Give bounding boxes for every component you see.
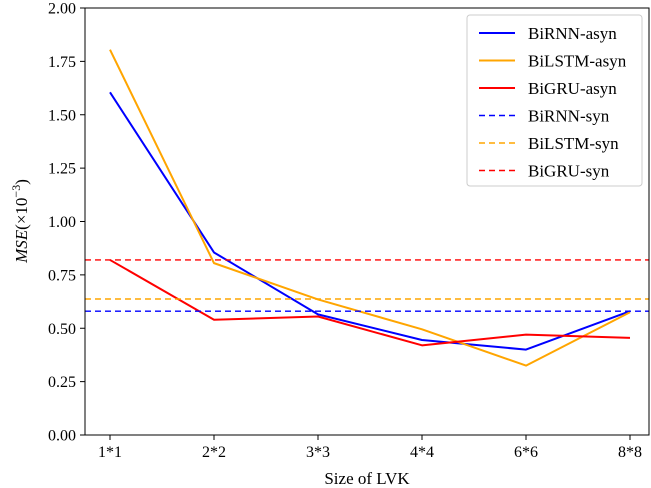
x-tick-label: 2*2 [202,444,226,461]
series-layer [85,49,649,367]
y-tick-label: 1.25 [48,161,76,178]
y-tick-label: 0.50 [48,321,76,338]
y-tick-label: 1.00 [48,214,76,231]
y-tick-label: 2.00 [48,1,76,18]
legend: BiRNN-asyn BiLSTM-asyn BiGRU-asyn BiRNN-syn… [466,14,643,187]
x-tick-label: 1*1 [98,444,122,461]
y-tick-label: 0.25 [48,374,76,391]
legend-label: BiGRU-asyn [528,79,617,98]
x-tick-label: 8*8 [618,444,642,461]
series-line-bilstm-asyn [109,49,631,367]
y-axis-title-main: MSE [12,229,31,264]
x-tick-label: 4*4 [410,444,434,461]
y-tick-label: 1.75 [48,54,76,71]
y-tick-label: 0.00 [48,428,76,445]
ticks-layer: 1*1 2*2 3*3 4*4 6*6 8*8 0.00 0.25 0.50 0.75 1.00 1.… [48,1,642,462]
y-tick-label: 1.50 [48,107,76,124]
y-axis-title: MSE(×10−3) [9,179,31,264]
x-axis-title: Size of LVK [324,469,410,488]
y-axis-title-paren-close: ) [12,179,31,185]
x-tick-label: 6*6 [514,444,538,461]
legend-label: BiLSTM-asyn [528,52,627,71]
legend-label: BiRNN-syn [528,107,610,126]
legend-label: BiRNN-asyn [528,24,617,43]
y-axis-title-paren-open: (×10 [12,198,31,230]
x-tick-label: 3*3 [306,444,330,461]
y-tick-label: 0.75 [48,267,76,284]
y-axis-title-exponent: −3 [9,185,23,198]
legend-label: BiGRU-syn [528,162,610,181]
legend-label: BiLSTM-syn [528,134,619,153]
series-line-bigru-asyn [109,259,631,347]
